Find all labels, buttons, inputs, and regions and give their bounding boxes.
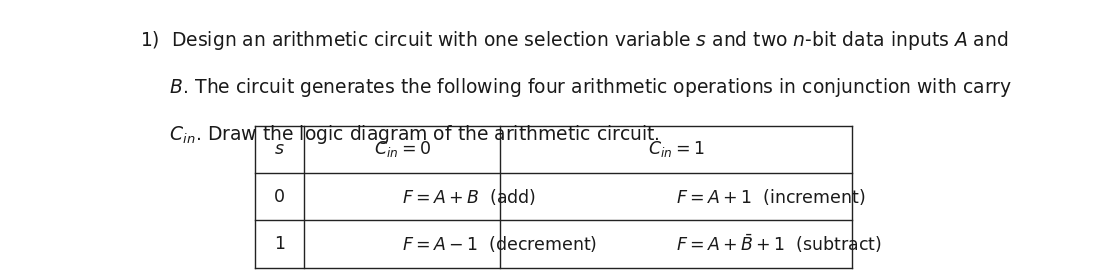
Text: $C_{in}$. Draw the logic diagram of the arithmetic circuit.: $C_{in}$. Draw the logic diagram of the …	[140, 123, 660, 146]
Text: $F = A + B$  (add): $F = A + B$ (add)	[402, 186, 537, 207]
Text: $B$. The circuit generates the following four arithmetic operations in conjuncti: $B$. The circuit generates the following…	[140, 76, 1012, 99]
Text: $F = A - 1$  (decrement): $F = A - 1$ (decrement)	[402, 234, 597, 254]
Text: 1: 1	[274, 235, 285, 253]
Text: $F = A + 1$  (increment): $F = A + 1$ (increment)	[675, 186, 865, 207]
Text: 1)  Design an arithmetic circuit with one selection variable $s$ and two $n$-bit: 1) Design an arithmetic circuit with one…	[140, 29, 1008, 52]
Text: $s$: $s$	[274, 140, 285, 158]
Text: $F = A + \bar{B} + 1$  (subtract): $F = A + \bar{B} + 1$ (subtract)	[675, 233, 882, 255]
Text: 0: 0	[274, 188, 285, 206]
Text: $C_{in} = 1$: $C_{in} = 1$	[647, 139, 704, 159]
Text: $C_{in} = 0$: $C_{in} = 0$	[373, 139, 430, 159]
